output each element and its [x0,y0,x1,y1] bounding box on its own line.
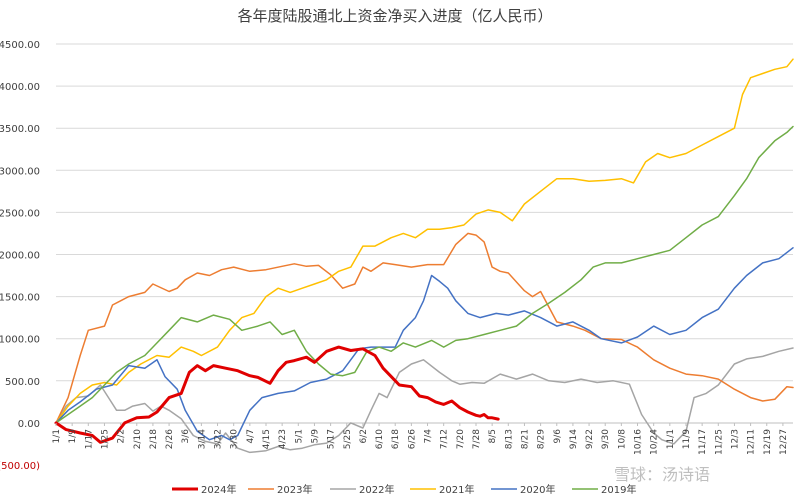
chart-title: 各年度陆股通北上资金净买入进度（亿人民币） [237,7,552,25]
watermark-text: 雪球：汤诗语 [614,465,710,484]
y-tick-label: 4500.00 [0,40,40,51]
x-tick-label: 1/1 [52,429,62,443]
x-tick-label: 5/25 [343,429,353,449]
x-tick-label: 3/6 [181,429,191,444]
x-tick-label: 10/24 [650,429,660,455]
legend-label: 2024年 [201,483,236,496]
x-tick-label: 11/17 [698,429,708,455]
x-tick-label: 5/17 [327,429,337,449]
legend: 2024年 2023年 2022年 2021年 2020年 2019年 [172,483,636,496]
x-tick-label: 12/11 [747,429,757,455]
legend-label: 2021年 [439,483,474,496]
x-tick-label: 6/18 [391,429,401,449]
gridlines [56,43,793,424]
y-tick-label: 1000.00 [0,335,40,346]
y-tick-label: 2000.00 [0,251,40,262]
x-tick-label: 5/9 [310,429,320,444]
x-tick-label: 12/27 [779,429,789,455]
x-tick-label: 7/28 [472,429,482,449]
x-tick-label: 4/15 [262,429,272,449]
x-tick-label: 2/2 [117,429,127,443]
series-lines [54,58,794,454]
x-tick-label: 11/9 [682,429,692,449]
x-tick-label: 2/26 [165,429,175,449]
x-tick-label: 8/5 [488,429,498,443]
x-tick-label: 8/29 [537,429,547,449]
x-tick-label: 6/10 [375,429,385,449]
x-tick-label: 7/12 [440,429,450,449]
series-line-4 [55,247,794,441]
y-tick-label: 0.00 [18,419,40,430]
series-line-1 [55,232,794,424]
legend-label: 2020年 [520,483,555,496]
x-tick-label: 2/10 [133,429,143,449]
legend-label: 2022年 [359,483,394,496]
x-tick-label: 4/23 [278,429,288,449]
x-tick-label: 1/25 [100,429,110,449]
x-tick-label: 11/25 [714,429,724,455]
x-tick-label: 1/17 [84,429,94,449]
x-tick-label: 5/1 [294,429,304,443]
x-tick-label: 9/6 [553,429,563,444]
x-tick-label: 9/22 [585,429,595,449]
series-line-0 [54,345,500,444]
x-tick-label: 12/19 [763,429,773,455]
x-tick-label: 10/8 [617,429,627,449]
y-tick-label: 3000.00 [0,166,40,177]
x-tick-label: 1/9 [68,429,78,444]
x-tick-label: 4/7 [246,429,256,443]
x-tick-label: 6/26 [407,429,417,449]
y-tick-label: 500.00 [5,377,40,388]
x-tick-label: 3/22 [214,429,224,449]
x-tick-label: 3/14 [197,429,207,449]
x-tick-label: 7/4 [424,429,434,444]
x-tick-label: 2/18 [149,429,159,449]
x-tick-label: 8/21 [520,429,530,449]
y-tick-label: 4000.00 [0,82,40,93]
x-tick-label: 9/14 [569,429,579,449]
x-tick-label: 11/1 [666,429,676,449]
y-tick-label: 2500.00 [0,208,40,219]
series-line-3 [55,58,794,424]
x-tick-label: 3/30 [230,429,240,449]
x-tick-label: 6/2 [359,429,369,443]
legend-label: 2019年 [601,483,636,496]
series-line-5 [55,125,794,424]
x-tick-label: 9/30 [601,429,611,449]
y-tick-label: 3500.00 [0,124,40,135]
legend-label: 2023年 [277,483,312,496]
y-tick-label: (500.00) [0,461,40,472]
x-tick-label: 10/16 [634,429,644,455]
series-line-2 [55,347,794,454]
x-tick-label: 8/13 [504,429,514,449]
x-axis-ticks: 1/1 1/9 1/17 1/25 2/2 2/10 2/18 2/26 3/6 3/14 3/22… [52,423,789,455]
x-tick-label: 7/20 [456,429,466,449]
y-tick-label: 1500.00 [0,293,40,304]
y-axis-ticks: 4500.00 4000.00 3500.00 3000.00 2500.00 2000.… [0,40,40,472]
x-tick-label: 12/3 [730,429,740,449]
